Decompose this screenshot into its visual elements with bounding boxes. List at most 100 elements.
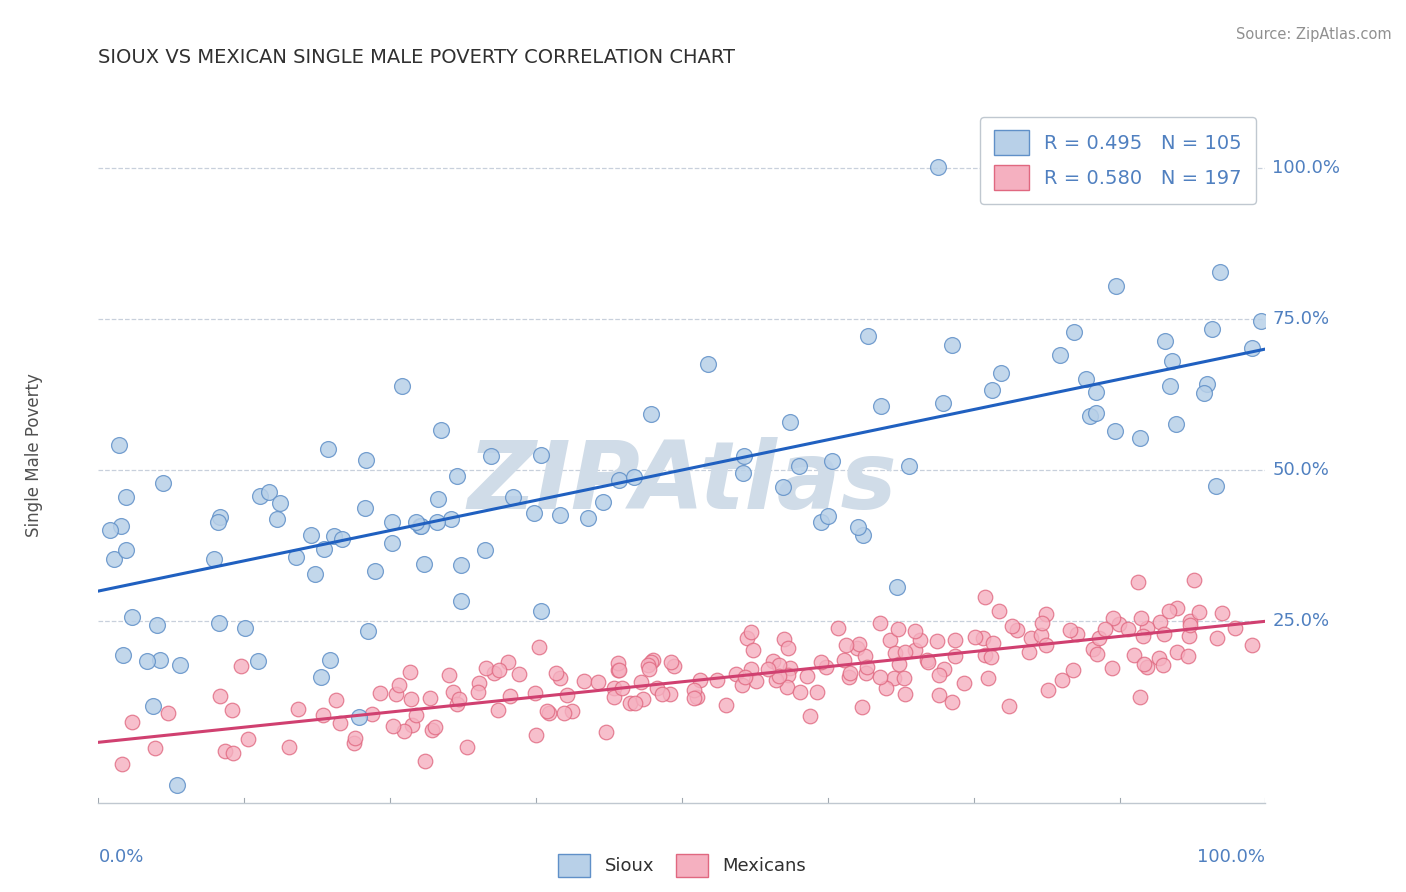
Text: Single Male Poverty: Single Male Poverty bbox=[25, 373, 44, 537]
Point bbox=[325, 693, 347, 707]
Point bbox=[869, 616, 891, 631]
Point bbox=[1018, 645, 1040, 659]
Point bbox=[1178, 614, 1201, 628]
Point bbox=[607, 663, 630, 677]
Point bbox=[631, 692, 654, 706]
Point bbox=[1108, 616, 1130, 631]
Point bbox=[974, 591, 997, 605]
Point bbox=[343, 736, 366, 750]
Point bbox=[152, 475, 174, 490]
Point bbox=[221, 703, 243, 717]
Point bbox=[98, 523, 121, 537]
Point bbox=[1128, 690, 1150, 704]
Point bbox=[409, 519, 432, 533]
Point bbox=[884, 646, 907, 660]
Text: SIOUX VS MEXICAN SINGLE MALE POVERTY CORRELATION CHART: SIOUX VS MEXICAN SINGLE MALE POVERTY COR… bbox=[98, 48, 735, 67]
Point bbox=[768, 658, 790, 673]
Point bbox=[941, 337, 963, 351]
Point bbox=[716, 698, 738, 712]
Point bbox=[364, 564, 387, 578]
Point bbox=[110, 519, 132, 533]
Point bbox=[927, 161, 949, 175]
Point bbox=[524, 686, 547, 700]
Point bbox=[1035, 607, 1057, 621]
Point bbox=[643, 653, 665, 667]
Point bbox=[561, 704, 583, 718]
Text: ZIPAtlas: ZIPAtlas bbox=[467, 437, 897, 529]
Point bbox=[1122, 648, 1144, 663]
Point bbox=[429, 423, 451, 437]
Point bbox=[166, 778, 188, 792]
Point bbox=[637, 662, 659, 676]
Point bbox=[651, 687, 673, 701]
Point bbox=[502, 490, 524, 504]
Point bbox=[1129, 431, 1152, 445]
Point bbox=[202, 551, 225, 566]
Point bbox=[304, 567, 326, 582]
Point bbox=[1104, 424, 1126, 438]
Point bbox=[838, 669, 860, 683]
Point bbox=[249, 489, 271, 503]
Point bbox=[284, 549, 307, 564]
Point bbox=[1035, 639, 1057, 653]
Point bbox=[640, 407, 662, 421]
Point bbox=[399, 692, 422, 706]
Point bbox=[1206, 631, 1229, 645]
Point bbox=[1031, 628, 1053, 642]
Point bbox=[169, 657, 191, 672]
Point bbox=[592, 494, 614, 508]
Point bbox=[508, 667, 530, 681]
Point bbox=[319, 653, 342, 667]
Point bbox=[853, 648, 876, 663]
Point bbox=[1178, 629, 1201, 643]
Point bbox=[796, 669, 818, 683]
Point bbox=[1223, 621, 1246, 635]
Point bbox=[607, 663, 630, 677]
Point bbox=[972, 631, 994, 645]
Point bbox=[810, 656, 832, 670]
Point bbox=[1059, 623, 1081, 637]
Point bbox=[908, 633, 931, 648]
Point bbox=[1084, 406, 1107, 420]
Point bbox=[852, 527, 875, 541]
Point bbox=[111, 756, 134, 771]
Point bbox=[208, 510, 231, 524]
Point bbox=[446, 468, 468, 483]
Point bbox=[468, 676, 491, 690]
Point bbox=[553, 706, 575, 721]
Point bbox=[214, 743, 236, 757]
Point bbox=[388, 678, 411, 692]
Point bbox=[440, 512, 463, 526]
Point bbox=[450, 558, 472, 572]
Point bbox=[409, 518, 432, 533]
Point bbox=[425, 720, 447, 734]
Point bbox=[733, 466, 755, 480]
Point bbox=[953, 675, 976, 690]
Point bbox=[277, 739, 299, 754]
Point bbox=[356, 453, 378, 467]
Point bbox=[897, 459, 920, 474]
Point bbox=[686, 690, 709, 704]
Point bbox=[437, 668, 460, 682]
Point bbox=[661, 655, 683, 669]
Point bbox=[523, 506, 546, 520]
Point bbox=[762, 654, 785, 668]
Point bbox=[209, 689, 232, 703]
Point bbox=[456, 739, 478, 754]
Point bbox=[640, 655, 662, 669]
Point bbox=[1066, 626, 1088, 640]
Point bbox=[869, 670, 891, 684]
Point bbox=[299, 528, 322, 542]
Point bbox=[316, 442, 339, 456]
Text: 75.0%: 75.0% bbox=[1272, 310, 1330, 327]
Text: Source: ZipAtlas.com: Source: ZipAtlas.com bbox=[1236, 27, 1392, 42]
Point bbox=[893, 671, 915, 685]
Point bbox=[479, 449, 502, 463]
Point bbox=[894, 687, 917, 701]
Legend: Sioux, Mexicans: Sioux, Mexicans bbox=[550, 847, 814, 884]
Point bbox=[870, 400, 893, 414]
Point bbox=[998, 698, 1021, 713]
Point bbox=[733, 449, 755, 463]
Point bbox=[662, 658, 685, 673]
Point bbox=[121, 715, 143, 730]
